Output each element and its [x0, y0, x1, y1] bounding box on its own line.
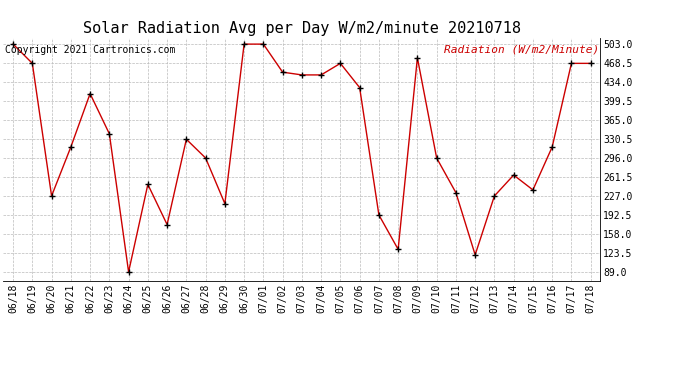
Title: Solar Radiation Avg per Day W/m2/minute 20210718: Solar Radiation Avg per Day W/m2/minute …	[83, 21, 521, 36]
Text: Copyright 2021 Cartronics.com: Copyright 2021 Cartronics.com	[5, 45, 175, 55]
Text: Radiation (W/m2/Minute): Radiation (W/m2/Minute)	[444, 45, 599, 55]
